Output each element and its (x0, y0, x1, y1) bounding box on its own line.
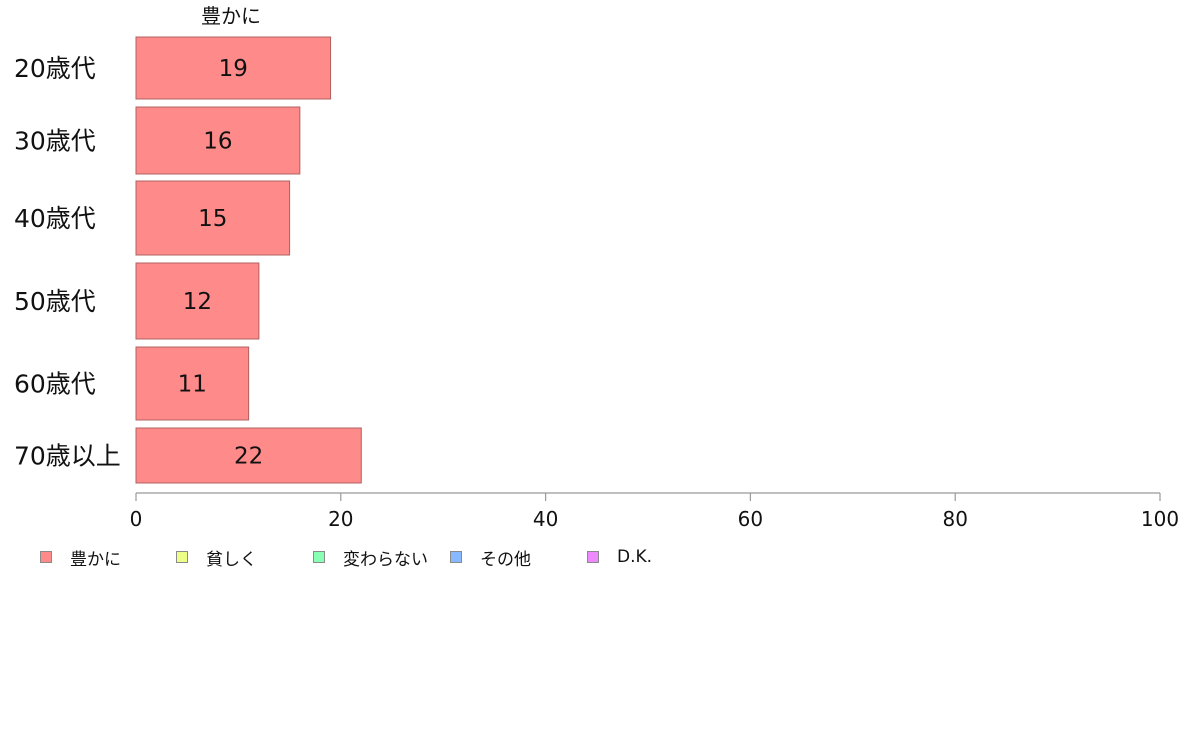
legend-label: 豊かに (70, 549, 121, 570)
bar (135, 262, 260, 340)
bar-value-label: 12 (183, 289, 212, 315)
legend-item: 豊かに (40, 546, 121, 570)
bar (135, 180, 291, 256)
legend-swatch (313, 551, 325, 563)
legend-swatch (40, 551, 52, 563)
legend-label: 貧しく (206, 549, 257, 570)
value-label-group: 19 16 15 12 11 22 (178, 56, 264, 470)
bar (135, 36, 332, 100)
x-tick-label: 0 (130, 507, 143, 531)
legend-label: D.K. (617, 547, 653, 567)
category-label: 70歳以上 (14, 442, 121, 471)
legend-swatch (176, 551, 188, 563)
bar-value-label: 15 (198, 206, 227, 232)
category-label: 30歳代 (14, 127, 96, 156)
bar-value-label: 11 (178, 372, 207, 398)
bar-value-label: 19 (219, 56, 248, 82)
legend-label: その他 (480, 549, 531, 570)
legend-label: 変わらない (343, 549, 428, 570)
legend-swatch (450, 551, 462, 563)
category-label: 60歳代 (14, 370, 96, 399)
x-tick-label: 80 (942, 507, 967, 531)
segment-header: 豊かに (201, 4, 261, 28)
category-label: 20歳代 (14, 54, 96, 83)
legend-swatch (587, 551, 599, 563)
category-label: 50歳代 (14, 287, 96, 316)
category-label: 40歳代 (14, 204, 96, 233)
legend-item: その他 (450, 546, 531, 570)
category-label-group: 20歳代 30歳代 40歳代 50歳代 60歳代 70歳以上 (14, 54, 121, 471)
x-axis: 0 20 40 60 80 100 (130, 492, 1179, 531)
x-tick-label: 100 (1141, 507, 1179, 531)
legend-item: 貧しく (176, 546, 257, 570)
bar-value-label: 22 (234, 444, 263, 470)
x-tick-label: 40 (533, 507, 558, 531)
legend-item: 変わらない (313, 546, 428, 570)
stacked-bar-chart: 19 16 15 12 11 22 20歳代 30歳代 40歳代 50歳代 60歳代 70歳以上 豊… (14, 4, 1179, 531)
bar (135, 106, 301, 175)
x-tick-label: 20 (328, 507, 353, 531)
x-tick-label: 60 (738, 507, 763, 531)
bar-value-label: 16 (203, 129, 232, 155)
legend-item: D.K. (587, 546, 652, 568)
bar (135, 346, 250, 421)
legend: 豊かに 貧しく 変わらない その他 D.K. (40, 546, 1140, 570)
bar (135, 427, 362, 484)
bar-group (135, 36, 362, 484)
